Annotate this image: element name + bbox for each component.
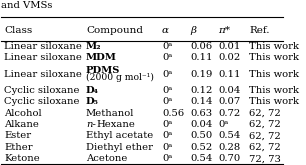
Text: Class: Class	[4, 26, 32, 35]
Text: Ester: Ester	[4, 132, 31, 140]
Text: This work: This work	[249, 42, 299, 51]
Text: 62, 72: 62, 72	[249, 132, 281, 140]
Text: 0.52: 0.52	[190, 143, 212, 152]
Text: 0.01: 0.01	[218, 42, 241, 51]
Text: Methanol: Methanol	[86, 109, 134, 117]
Text: Cyclic siloxane: Cyclic siloxane	[4, 86, 80, 95]
Text: Ref.: Ref.	[249, 26, 270, 35]
Text: Cyclic siloxane: Cyclic siloxane	[4, 97, 80, 106]
Text: This work: This work	[249, 97, 299, 106]
Text: 0ᵃ: 0ᵃ	[162, 132, 172, 140]
Text: 0ᵃ: 0ᵃ	[162, 97, 172, 106]
Text: D₅: D₅	[86, 97, 99, 106]
Text: MDM: MDM	[86, 53, 117, 62]
Text: 0.63: 0.63	[190, 109, 212, 117]
Text: Ethyl acetate: Ethyl acetate	[86, 132, 153, 140]
Text: This work: This work	[249, 69, 299, 79]
Text: Hexane: Hexane	[97, 120, 136, 129]
Text: 0.11: 0.11	[218, 69, 241, 79]
Text: 0.54: 0.54	[190, 154, 212, 164]
Text: Compound: Compound	[86, 26, 143, 35]
Text: This work: This work	[249, 53, 299, 62]
Text: 0.06: 0.06	[190, 42, 212, 51]
Text: Diethyl ether: Diethyl ether	[86, 143, 153, 152]
Text: 62, 72: 62, 72	[249, 120, 281, 129]
Text: 0.14: 0.14	[190, 97, 213, 106]
Text: Acetone: Acetone	[86, 154, 127, 164]
Text: 0.11: 0.11	[190, 53, 213, 62]
Text: α: α	[162, 26, 169, 35]
Text: 0.72: 0.72	[218, 109, 241, 117]
Text: 0.56: 0.56	[162, 109, 184, 117]
Text: This work: This work	[249, 86, 299, 95]
Text: Alkane: Alkane	[4, 120, 39, 129]
Text: 0ᵃ: 0ᵃ	[162, 53, 172, 62]
Text: 0ᵃ: 0ᵃ	[162, 86, 172, 95]
Text: Linear siloxane: Linear siloxane	[4, 69, 82, 79]
Text: 62, 72: 62, 72	[249, 143, 281, 152]
Text: β: β	[190, 26, 196, 35]
Text: π*: π*	[218, 26, 230, 35]
Text: 72, 73: 72, 73	[249, 154, 281, 164]
Text: Alcohol: Alcohol	[4, 109, 42, 117]
Text: 0ᵃ: 0ᵃ	[162, 154, 172, 164]
Text: 0.12: 0.12	[190, 86, 212, 95]
Text: PDMS: PDMS	[86, 66, 120, 75]
Text: 62, 72: 62, 72	[249, 109, 281, 117]
Text: Ether: Ether	[4, 143, 33, 152]
Text: 0.04: 0.04	[218, 86, 241, 95]
Text: 0ᵃ: 0ᵃ	[162, 42, 172, 51]
Text: 0ᵃ: 0ᵃ	[218, 120, 229, 129]
Text: 0.54: 0.54	[218, 132, 241, 140]
Text: 0.28: 0.28	[218, 143, 241, 152]
Text: 0.50: 0.50	[190, 132, 212, 140]
Text: D₄: D₄	[86, 86, 99, 95]
Text: n-: n-	[86, 120, 96, 129]
Text: 0.04: 0.04	[190, 120, 212, 129]
Text: Ketone: Ketone	[4, 154, 40, 164]
Text: Linear siloxane: Linear siloxane	[4, 53, 82, 62]
Text: 0ᵃ: 0ᵃ	[162, 69, 172, 79]
Text: 0.19: 0.19	[190, 69, 212, 79]
Text: 0.07: 0.07	[218, 97, 241, 106]
Text: Linear siloxane: Linear siloxane	[4, 42, 82, 51]
Text: 0.02: 0.02	[218, 53, 241, 62]
Text: 0ᵃ: 0ᵃ	[162, 120, 172, 129]
Text: 0ᵃ: 0ᵃ	[162, 143, 172, 152]
Text: M₂: M₂	[86, 42, 102, 51]
Text: (2000 g mol⁻¹): (2000 g mol⁻¹)	[86, 73, 154, 82]
Text: 0.70: 0.70	[218, 154, 241, 164]
Text: and VMSs: and VMSs	[2, 1, 53, 10]
